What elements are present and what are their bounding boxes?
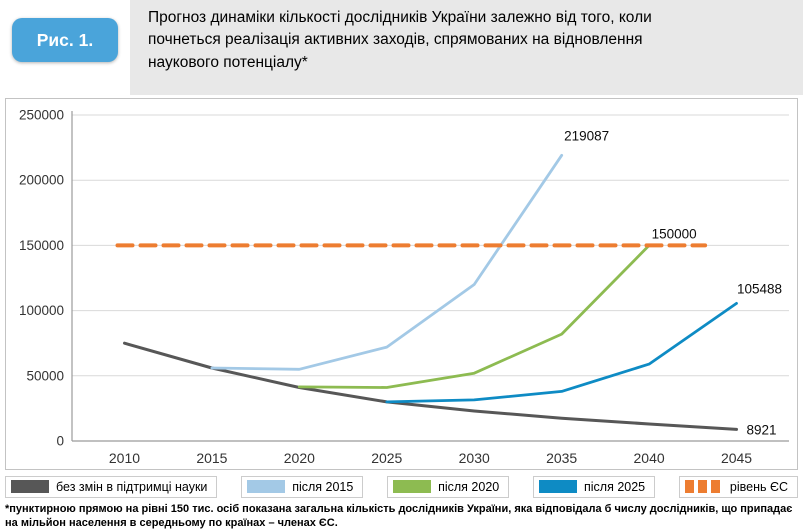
title-panel (130, 0, 803, 95)
title-line: наукового потенціалу* (148, 53, 308, 71)
legend-item: після 2020 (387, 475, 510, 498)
line-chart: 0 50000 100000 150000 200000 250000 2010 2015 20… (19, 108, 789, 466)
title-line: Прогноз динаміки кількості дослідників У… (148, 9, 652, 26)
y-tick-label: 50000 (26, 368, 64, 383)
y-tick-label: 200000 (19, 173, 64, 188)
point-label: 150000 (652, 226, 697, 241)
point-label: 219087 (564, 128, 609, 143)
legend-label: після 2025 (584, 479, 646, 494)
point-label: 8921 (747, 422, 777, 437)
legend-item: без змін в підтримці науки (5, 475, 218, 498)
figure-header: Рис. 1. Прогноз динаміки кількості дослі… (0, 0, 803, 95)
x-tick-label: 2035 (546, 450, 577, 466)
x-tick-label: 2010 (109, 450, 140, 466)
chart-legend: без змін в підтримці науки після 2015 післ… (5, 474, 798, 499)
legend-label: без змін в підтримці науки (56, 479, 208, 494)
legend-dashed-swatch (684, 480, 723, 493)
series-line (385, 301, 738, 404)
series-line (210, 153, 564, 371)
y-tick-label: 100000 (19, 303, 64, 318)
legend-swatch (247, 480, 286, 493)
series-line (123, 341, 738, 431)
series-line (297, 243, 651, 389)
figure-title: Прогноз динаміки кількості дослідників У… (148, 7, 793, 74)
legend-item: рівень ЄС (678, 475, 798, 498)
legend-label: рівень ЄС (729, 479, 788, 494)
y-tick-label: 250000 (19, 108, 64, 123)
legend-swatch (539, 480, 577, 493)
x-tick-label: 2040 (634, 450, 665, 466)
point-label: 105488 (737, 281, 782, 296)
x-tick-label: 2045 (721, 450, 752, 466)
x-tick-label: 2025 (371, 450, 402, 466)
chart-area: 0 50000 100000 150000 200000 250000 2010 2015 20… (5, 98, 798, 470)
y-tick-label: 150000 (19, 238, 64, 253)
title-line: почнеться реалізація активних заходів, с… (148, 31, 643, 49)
legend-label: після 2020 (438, 479, 500, 494)
x-tick-label: 2020 (284, 450, 315, 466)
footnote: *пунктирною прямою на рівні 150 тис. осі… (5, 503, 793, 530)
legend-item: після 2015 (241, 475, 364, 498)
legend-swatch (393, 480, 432, 493)
legend-label: після 2015 (292, 479, 354, 494)
legend-swatch (11, 480, 49, 493)
figure-badge: Рис. 1. (12, 18, 118, 62)
legend-item: після 2025 (533, 475, 656, 498)
y-tick-label: 0 (56, 434, 64, 449)
x-tick-label: 2030 (459, 450, 490, 466)
x-tick-label: 2015 (196, 450, 227, 466)
